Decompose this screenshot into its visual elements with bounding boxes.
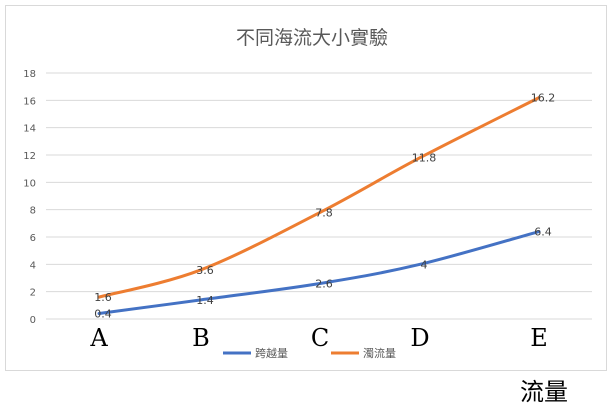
data-label: 2.6 bbox=[315, 277, 333, 290]
data-label: 3.6 bbox=[196, 264, 214, 277]
series-line-1 bbox=[97, 96, 541, 299]
y-tick-label: 4 bbox=[30, 260, 36, 271]
series-layer bbox=[97, 96, 541, 316]
data-label: 0.4 bbox=[94, 308, 112, 321]
data-label: 1.6 bbox=[94, 291, 112, 304]
category-label: C bbox=[311, 324, 329, 352]
data-label: 1.4 bbox=[196, 294, 214, 307]
y-tick-label: 2 bbox=[30, 288, 36, 299]
y-tick-label: 0 bbox=[30, 315, 36, 326]
y-tick-label: 12 bbox=[23, 151, 36, 162]
line-chart: 不同海流大小實驗 0 2 4 6 8 10 12 14 16 18 0.4 1.4 2.6 4 6.4 1.… bbox=[23, 27, 592, 360]
y-tick-label: 10 bbox=[23, 178, 36, 189]
category-label: D bbox=[410, 324, 429, 352]
category-label: A bbox=[89, 324, 108, 352]
data-label: 16.2 bbox=[531, 92, 556, 105]
y-axis-ticks: 0 2 4 6 8 10 12 14 16 18 bbox=[23, 69, 36, 326]
category-label: B bbox=[192, 324, 210, 352]
data-labels: 0.4 1.4 2.6 4 6.4 1.6 3.6 7.8 11.8 16.2 bbox=[94, 92, 555, 321]
chart-frame: 不同海流大小實驗 0 2 4 6 8 10 12 14 16 18 0.4 1.4 2.6 4 6.4 1.… bbox=[5, 5, 607, 371]
legend: 跨越量 濁流量 bbox=[223, 346, 396, 360]
data-label: 7.8 bbox=[315, 206, 333, 219]
y-tick-label: 6 bbox=[30, 233, 36, 244]
x-axis-categories: A B C D E bbox=[89, 324, 547, 352]
category-label: E bbox=[530, 324, 548, 352]
legend-label: 跨越量 bbox=[255, 346, 288, 360]
y-tick-label: 14 bbox=[23, 124, 36, 135]
grid-layer bbox=[46, 72, 592, 320]
y-tick-label: 18 bbox=[23, 69, 36, 80]
flow-caption: 流量 bbox=[520, 378, 568, 406]
data-label: 4 bbox=[421, 258, 428, 271]
legend-label: 濁流量 bbox=[363, 346, 396, 360]
y-tick-label: 16 bbox=[23, 96, 36, 107]
data-label: 6.4 bbox=[534, 226, 552, 239]
y-tick-label: 8 bbox=[30, 206, 36, 217]
series-line-0 bbox=[97, 230, 541, 316]
data-label: 11.8 bbox=[412, 152, 437, 165]
chart-title: 不同海流大小實驗 bbox=[236, 27, 388, 49]
